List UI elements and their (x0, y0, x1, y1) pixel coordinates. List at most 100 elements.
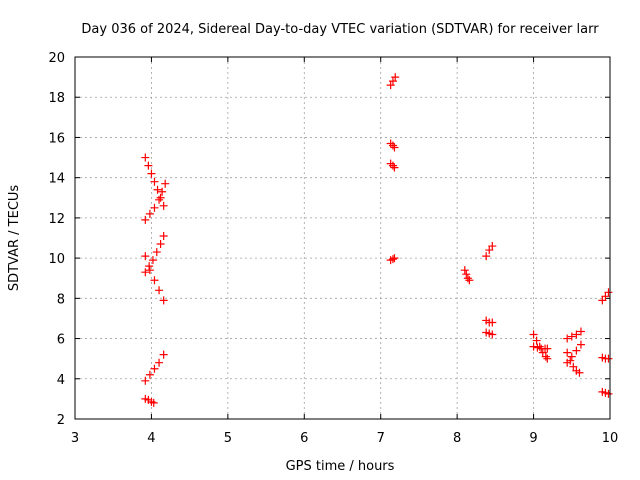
data-point (150, 177, 159, 186)
data-point (566, 356, 575, 365)
x-tick-label: 7 (377, 431, 385, 446)
y-tick-label: 18 (48, 91, 65, 106)
axis-ticks: 3 4 5 6 7 8 9 10 2 4 6 8 10 12 14 16 18 20 (48, 51, 618, 446)
data-point (388, 255, 397, 264)
data-point (148, 256, 157, 265)
data-point (572, 346, 581, 355)
x-tick-label: 3 (71, 431, 79, 446)
data-point (147, 169, 156, 178)
data-point (485, 246, 494, 255)
series-arc-4 (141, 252, 168, 305)
data-point (145, 370, 154, 379)
data-point (150, 203, 159, 212)
data-point (567, 332, 576, 341)
data-point (141, 268, 150, 277)
data-point (159, 231, 168, 240)
data-point (576, 340, 585, 349)
series-arc-20 (598, 288, 613, 305)
data-point (152, 248, 161, 257)
data-point (567, 352, 576, 361)
data-point (141, 376, 150, 385)
plot-frame (74, 56, 611, 420)
data-point (390, 254, 399, 263)
data-point (141, 252, 150, 261)
series-arc-16 (529, 342, 552, 353)
y-axis-label: SDTVAR / TECUs (7, 185, 22, 292)
series-arc-10 (386, 254, 399, 265)
data-point (488, 330, 497, 339)
y-tick-label: 16 (48, 131, 65, 146)
x-tick-label: 4 (147, 431, 155, 446)
x-tick-label: 10 (602, 431, 619, 446)
data-point (145, 209, 154, 218)
series-arc-15 (529, 330, 552, 363)
series-arc-21 (598, 353, 613, 363)
data-point (156, 193, 165, 202)
data-point (604, 288, 613, 297)
x-tick-label: 9 (529, 431, 537, 446)
data-point (153, 185, 162, 194)
series-arc-11 (460, 266, 474, 285)
data-point (563, 348, 572, 357)
series-arc-12 (482, 242, 497, 261)
data-point (529, 342, 538, 351)
data-point (482, 252, 491, 261)
y-tick-label: 20 (48, 51, 65, 66)
data-point (156, 240, 165, 249)
data-point (572, 330, 581, 339)
y-tick-label: 14 (48, 172, 65, 187)
y-tick-label: 10 (48, 252, 65, 267)
x-tick-label: 5 (224, 431, 232, 446)
data-point (144, 161, 153, 170)
series-arc-8 (386, 139, 399, 152)
data-point (141, 215, 150, 224)
series-arc-6 (141, 394, 158, 407)
data-point (604, 354, 613, 363)
series-arc-3 (141, 231, 168, 277)
data-point (145, 266, 154, 275)
y-tick-label: 4 (57, 373, 65, 388)
data-point (543, 354, 552, 363)
data-point (529, 330, 538, 339)
series-arc-18 (563, 340, 585, 367)
series-arc-19 (563, 348, 584, 377)
chart-title: Day 036 of 2024, Sidereal Day-to-day VTE… (81, 22, 599, 37)
data-point (390, 163, 399, 172)
data-point (563, 334, 572, 343)
y-tick-label: 2 (57, 413, 65, 428)
series-arc-22 (598, 387, 613, 398)
series-arc-1 (141, 153, 168, 210)
data-point (159, 350, 168, 359)
data-point (463, 274, 472, 283)
data-point (488, 318, 497, 327)
data-point (159, 296, 168, 305)
data-point (576, 327, 585, 336)
series-arc-2 (141, 179, 170, 224)
data-point (150, 364, 159, 373)
data-point (543, 344, 552, 353)
data-point (538, 348, 547, 357)
data-point (159, 201, 168, 210)
data-point (488, 242, 497, 251)
data-point (598, 296, 607, 305)
data-point (155, 286, 164, 295)
data-point (391, 73, 400, 82)
grid-lines (75, 57, 610, 419)
data-point (390, 143, 399, 152)
data-point (149, 398, 158, 407)
x-tick-label: 6 (300, 431, 308, 446)
data-point (604, 389, 613, 398)
data-point (541, 352, 550, 361)
data-point (141, 153, 150, 162)
data-point (388, 77, 397, 86)
series-arc-13 (482, 316, 497, 327)
y-tick-label: 12 (48, 212, 65, 227)
series-arc-5 (141, 350, 168, 385)
data-point (145, 262, 154, 271)
x-tick-label: 8 (453, 431, 461, 446)
data-points (141, 73, 613, 407)
series-arc-9 (386, 159, 399, 172)
data-point (533, 343, 542, 352)
y-tick-label: 6 (57, 333, 65, 348)
